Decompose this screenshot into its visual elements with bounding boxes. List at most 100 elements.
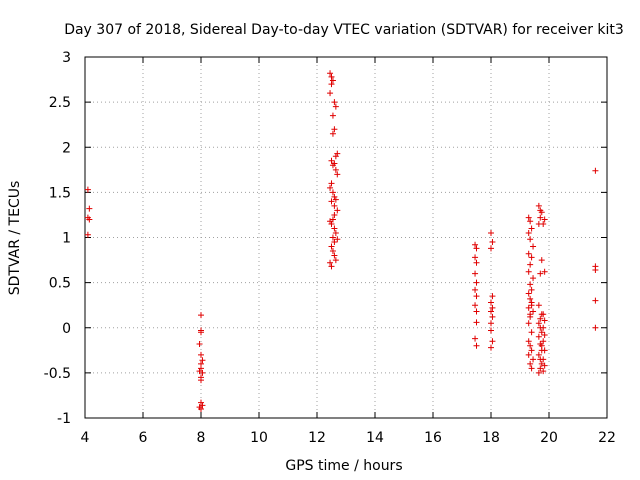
data-point <box>329 248 336 255</box>
data-point <box>525 304 532 311</box>
data-point <box>525 250 532 257</box>
data-point <box>538 342 545 349</box>
data-point <box>329 162 336 169</box>
data-point <box>488 320 494 327</box>
data-point <box>473 319 480 326</box>
data-point <box>540 311 547 318</box>
data-point <box>331 252 338 259</box>
data-point <box>472 286 479 293</box>
data-point <box>473 279 480 286</box>
data-point <box>537 214 544 221</box>
data-point <box>329 189 336 196</box>
data-point <box>199 357 206 364</box>
data-point <box>327 90 334 97</box>
data-point <box>592 167 599 174</box>
data-point <box>473 259 480 266</box>
data-point <box>527 295 534 302</box>
x-tick-label: 4 <box>81 430 90 446</box>
data-point <box>541 362 548 369</box>
data-point <box>541 331 548 338</box>
data-point <box>538 209 545 216</box>
data-point <box>535 351 542 358</box>
x-tick-label: 14 <box>366 430 384 446</box>
data-point <box>473 308 480 315</box>
y-tick-label: -0.5 <box>44 366 71 382</box>
data-point <box>488 344 494 351</box>
y-tick-label: 3 <box>62 50 71 66</box>
data-point <box>472 254 479 261</box>
data-point <box>334 207 341 214</box>
data-point <box>332 153 339 160</box>
data-point <box>329 130 336 137</box>
chart-title: Day 307 of 2018, Sidereal Day-to-day VTE… <box>64 22 624 38</box>
y-tick-label: 0 <box>62 321 71 337</box>
data-point <box>328 73 335 80</box>
data-point <box>472 335 479 342</box>
data-point <box>541 268 548 275</box>
data-point <box>527 311 534 318</box>
data-point <box>328 243 335 250</box>
data-point <box>535 333 542 340</box>
data-point <box>541 347 548 354</box>
data-point <box>198 377 204 384</box>
data-point <box>198 405 204 412</box>
data-point <box>328 198 335 205</box>
data-point <box>199 369 206 376</box>
x-tick-label: 10 <box>250 430 268 446</box>
data-point <box>489 304 496 311</box>
data-point <box>331 225 338 232</box>
data-point <box>488 308 494 315</box>
data-point <box>530 308 537 315</box>
data-point <box>331 239 338 246</box>
data-point <box>525 229 532 236</box>
data-point <box>329 112 336 119</box>
data-point <box>525 268 532 275</box>
data-point <box>489 338 496 345</box>
y-axis-label: SDTVAR / TECUs <box>7 181 23 296</box>
data-point <box>328 180 335 187</box>
data-point <box>530 356 537 363</box>
data-point <box>525 214 532 221</box>
data-point <box>84 231 91 238</box>
x-tick-label: 8 <box>197 430 206 446</box>
y-tick-label: 2.5 <box>49 95 71 111</box>
data-point <box>196 340 203 347</box>
data-point <box>528 286 535 293</box>
data-point <box>334 236 341 243</box>
data-point <box>489 239 496 246</box>
data-point <box>537 315 544 322</box>
data-point <box>329 234 336 241</box>
data-point <box>488 299 494 306</box>
data-point <box>537 270 544 277</box>
data-point <box>472 302 479 309</box>
data-point <box>86 205 93 212</box>
grid <box>85 57 607 418</box>
data-point <box>332 166 339 173</box>
data-points <box>84 70 599 412</box>
data-point <box>472 270 479 277</box>
data-point <box>527 360 534 367</box>
data-point <box>331 211 338 218</box>
x-axis-label: GPS time / hours <box>285 458 402 474</box>
data-point <box>488 229 494 236</box>
data-point <box>527 281 534 288</box>
data-point <box>327 184 334 191</box>
y-tick-label: 1 <box>62 231 71 247</box>
data-point <box>198 329 204 336</box>
data-point <box>537 365 544 372</box>
data-point <box>328 263 335 270</box>
y-tick-label: 0.5 <box>49 276 71 292</box>
data-point <box>331 193 338 200</box>
x-tick-label: 12 <box>308 430 326 446</box>
y-tick-label: 1.5 <box>49 185 71 201</box>
data-point <box>525 290 532 297</box>
data-point <box>540 220 547 227</box>
data-point <box>528 347 535 354</box>
data-point <box>540 356 547 363</box>
data-point <box>535 302 542 309</box>
data-point <box>527 261 534 268</box>
data-point <box>535 369 542 376</box>
data-point <box>525 338 532 345</box>
data-point <box>592 297 599 304</box>
